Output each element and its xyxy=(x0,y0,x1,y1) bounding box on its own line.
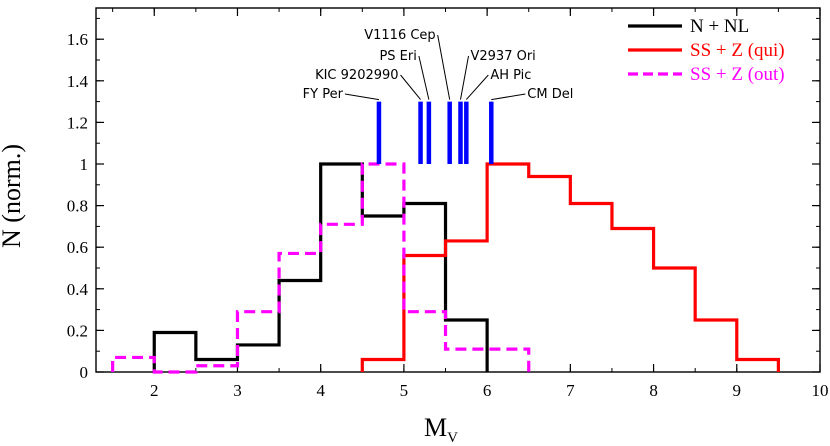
y-tick-label: 1 xyxy=(80,155,89,174)
marker-leader xyxy=(344,93,380,101)
y-tick-label: 0.2 xyxy=(67,321,88,340)
marker-leader xyxy=(460,55,469,100)
x-tick-label: 3 xyxy=(233,381,242,400)
marker-label: KIC 9202990 xyxy=(315,68,398,83)
marker-label: V2937 Ori xyxy=(470,49,535,64)
series-line-0 xyxy=(152,162,489,372)
object-markers: FY Per KIC 9202990 PS Eri V1116 Cep V2937 Or… xyxy=(303,28,573,164)
x-tick-label: 7 xyxy=(566,381,575,400)
y-tick-label: 1.2 xyxy=(67,113,88,132)
histogram-series xyxy=(111,162,780,374)
legend-label: SS + Z (out) xyxy=(690,64,785,85)
marker-label: CM Del xyxy=(527,87,573,102)
y-tick-label: 0.6 xyxy=(67,238,88,257)
legend-label: SS + Z (qui) xyxy=(690,40,785,61)
x-tick-label: 6 xyxy=(483,381,492,400)
axis-ticks xyxy=(96,8,821,373)
legend-label: N + NL xyxy=(690,16,749,37)
marker-leader xyxy=(400,74,421,100)
y-tick-label: 1.6 xyxy=(67,30,88,49)
plot-border xyxy=(95,7,821,373)
marker-label: AH Pic xyxy=(490,68,531,83)
x-tick-label: 4 xyxy=(316,381,325,400)
marker-label: FY Per xyxy=(303,87,344,102)
x-tick-label: 9 xyxy=(733,381,742,400)
marker-leader xyxy=(491,93,526,101)
legend: N + NL SS + Z (qui) SS + Z (out) xyxy=(628,16,785,85)
x-tick-label: 8 xyxy=(649,381,658,400)
y-tick-label: 0 xyxy=(80,363,89,382)
marker-label: V1116 Cep xyxy=(364,28,435,43)
marker-leader xyxy=(437,34,451,100)
x-axis-title-main: M xyxy=(424,413,447,442)
x-tick-label: 2 xyxy=(150,381,159,400)
plot-frame xyxy=(95,7,821,373)
marker-label: PS Eri xyxy=(379,49,416,64)
y-tick-label: 0.4 xyxy=(67,280,89,299)
series-line-1 xyxy=(360,162,780,372)
x-axis-title-subscript: V xyxy=(447,430,458,446)
x-axis-title: MV xyxy=(424,413,458,446)
tick-labels: 2 3 4 5 6 7 8 9 10 0 0.2 0.4 0.6 0.8 1 1.2 1.4 1.6 xyxy=(67,30,829,400)
y-axis-title: N (norm.) xyxy=(0,144,26,248)
x-tick-label: 10 xyxy=(812,381,829,400)
y-tick-label: 1.4 xyxy=(67,72,89,91)
x-tick-label: 5 xyxy=(400,381,409,400)
y-tick-label: 0.8 xyxy=(67,197,88,216)
marker-leader xyxy=(465,74,489,100)
marker-leader xyxy=(418,55,430,100)
